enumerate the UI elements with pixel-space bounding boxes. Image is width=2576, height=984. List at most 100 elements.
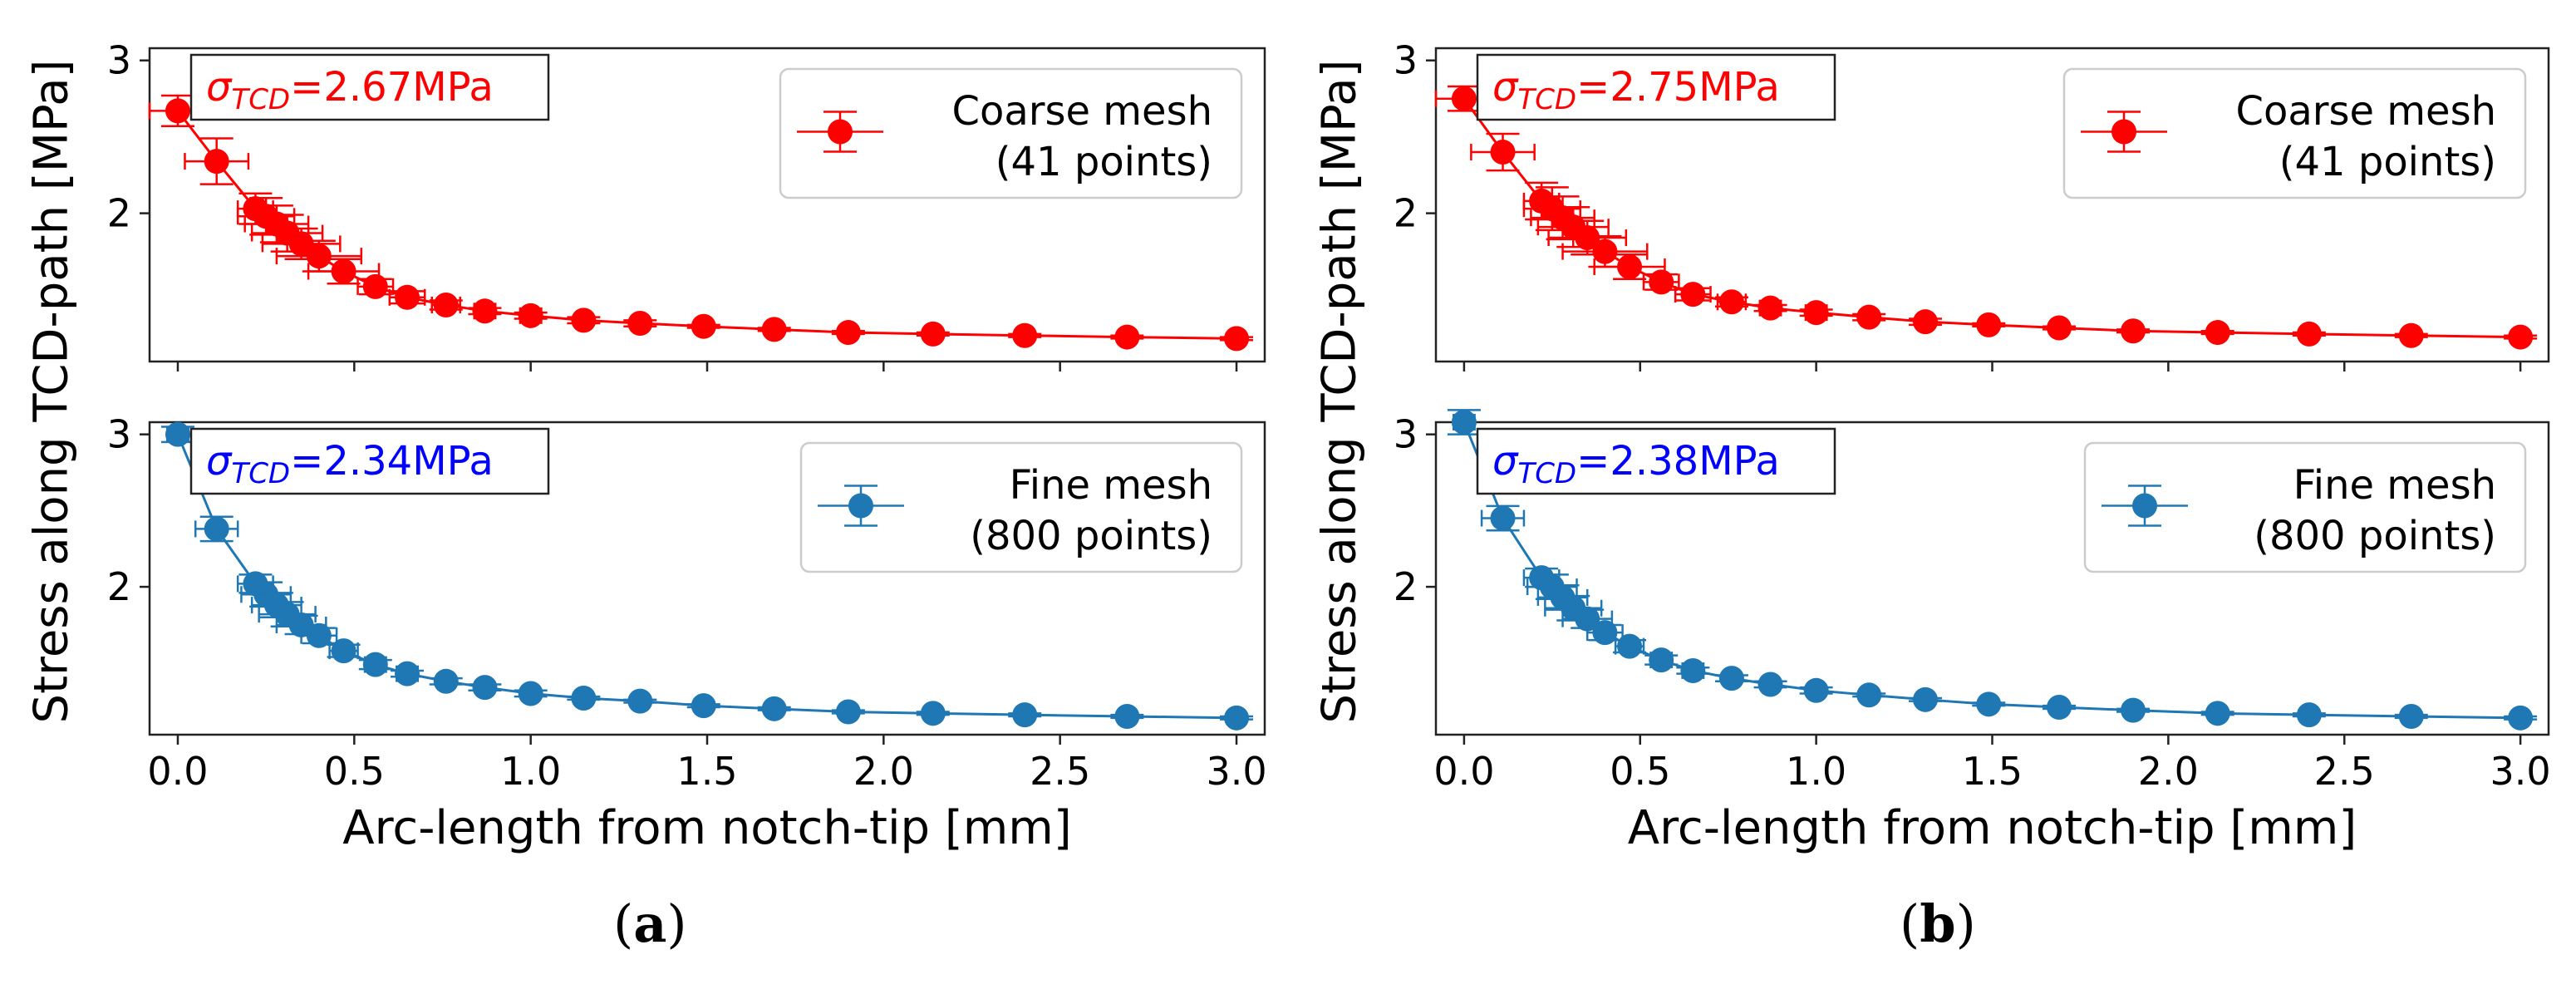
x-tick-label: 3.0	[1206, 749, 1266, 794]
panel-caption-b: (b)	[1900, 893, 1976, 954]
data-point	[306, 244, 332, 269]
legend-marker	[2081, 111, 2167, 153]
data-point	[204, 516, 229, 542]
error-bar	[184, 137, 250, 185]
x-tick-label: 0.0	[1433, 749, 1494, 794]
x-tick-label: 1.5	[676, 749, 737, 794]
x-tick-label: 1.0	[1786, 749, 1846, 794]
panel-a: Stress along TCD-path [MPa] Arc-length fr…	[25, 38, 1267, 855]
sigma-annotation-box	[1476, 53, 1836, 121]
data-point	[2398, 703, 2424, 729]
sigma-value: =2.34MPa	[290, 438, 494, 485]
legend-marker	[2102, 485, 2188, 527]
data-point	[1856, 682, 1882, 708]
y-tick-label: 2	[1394, 564, 1418, 609]
sigma-subscript: TCD	[231, 457, 290, 490]
data-point	[1592, 620, 1618, 646]
data-point	[1803, 677, 1829, 703]
legend-label-line2: (41 points)	[995, 139, 1212, 185]
data-point	[1649, 647, 1674, 673]
legend-dot	[2132, 493, 2157, 519]
legend-label-line2: (41 points)	[2279, 139, 2496, 185]
data-point	[2205, 320, 2230, 346]
data-point	[1012, 322, 1038, 348]
data-point	[835, 699, 861, 725]
x-tick-label: 0.5	[1610, 749, 1670, 794]
data-point	[1617, 633, 1643, 659]
y-tick-label: 3	[1394, 38, 1418, 83]
data-point	[1490, 140, 1516, 165]
legend-box	[2062, 67, 2527, 199]
legend-dot	[828, 119, 853, 145]
data-point	[691, 693, 716, 719]
subplot-fine: 0.0 0.5 1.0 1.5 2.0 2.5 3.0 2 3 σTCD=2.38MPa Fine …	[1394, 409, 2551, 794]
data-point	[1718, 289, 1744, 315]
data-point	[362, 273, 388, 299]
x-tick-label: 1.5	[1962, 749, 2023, 794]
x-tick-label: 0.5	[324, 749, 385, 794]
sigma-symbol: σ	[1492, 438, 1519, 485]
y-axis-label: Stress along TCD-path [MPa]	[1313, 60, 1367, 724]
y-tick-label: 3	[107, 412, 131, 457]
sigma-value: =2.75MPa	[1576, 64, 1780, 111]
data-point	[1912, 309, 1938, 335]
sigma-annotation-box	[1476, 427, 1836, 495]
data-point	[1680, 282, 1706, 308]
legend-box	[2083, 441, 2527, 573]
data-point	[1757, 672, 1783, 697]
data-point	[1224, 705, 1250, 731]
legend-label-line1: Fine mesh	[1010, 462, 1212, 509]
data-point	[433, 668, 459, 694]
data-point	[395, 284, 420, 310]
data-point	[571, 685, 597, 711]
legend-box	[799, 441, 1243, 573]
data-point	[920, 701, 946, 726]
data-point	[433, 292, 459, 317]
data-point	[571, 308, 597, 333]
sigma-annotation: σTCD=2.75MPa	[1492, 64, 1780, 116]
sigma-subscript: TCD	[1517, 457, 1576, 490]
data-point	[288, 231, 314, 257]
data-point	[1224, 326, 1250, 352]
sigma-subscript: TCD	[231, 83, 290, 116]
subplot-fine: 0.0 0.5 1.0 1.5 2.0 2.5 3.0 2 3 σTCD=2.34MPa Fine …	[107, 412, 1267, 794]
x-axis-label: Arc-length from notch-tip [mm]	[1628, 801, 2357, 855]
data-point	[518, 681, 543, 706]
legend-box	[779, 67, 1243, 199]
legend-marker	[818, 485, 904, 527]
sigma-symbol: σ	[1492, 64, 1519, 111]
y-tick-label: 2	[107, 191, 131, 236]
data-point	[2508, 324, 2534, 350]
data-point	[2296, 702, 2322, 728]
legend-dot	[848, 493, 873, 519]
legend-label-line2: (800 points)	[2254, 513, 2496, 559]
data-point	[165, 421, 190, 447]
data-point	[1649, 269, 1674, 295]
legend-label-line1: Fine mesh	[2293, 462, 2496, 509]
data-point	[627, 311, 653, 337]
y-tick-label: 2	[107, 564, 131, 609]
x-axis-label: Arc-length from notch-tip [mm]	[342, 801, 1071, 855]
legend-label-line2: (800 points)	[970, 513, 1212, 559]
x-tick-label: 3.0	[2490, 749, 2551, 794]
data-point	[1617, 253, 1643, 279]
sigma-annotation: σTCD=2.67MPa	[206, 64, 494, 116]
legend-marker	[797, 111, 883, 153]
sigma-annotation-box	[189, 427, 550, 495]
legend-dot	[2111, 119, 2136, 145]
data-point	[2047, 694, 2072, 720]
data-point	[2296, 321, 2322, 347]
y-axis-label: Stress along TCD-path [MPa]	[25, 60, 79, 724]
data-point	[165, 98, 190, 124]
data-point	[331, 258, 356, 284]
x-tick-label: 2.0	[853, 749, 914, 794]
data-point	[472, 675, 498, 701]
data-point	[2047, 315, 2072, 341]
panel-caption-letter: b	[1920, 893, 1956, 954]
sigma-subscript: TCD	[1517, 83, 1576, 116]
panel-caption-letter: a	[633, 893, 667, 954]
y-tick-label: 2	[1394, 191, 1418, 236]
data-point	[1803, 300, 1829, 326]
legend-label-line1: Coarse mesh	[951, 88, 1212, 135]
